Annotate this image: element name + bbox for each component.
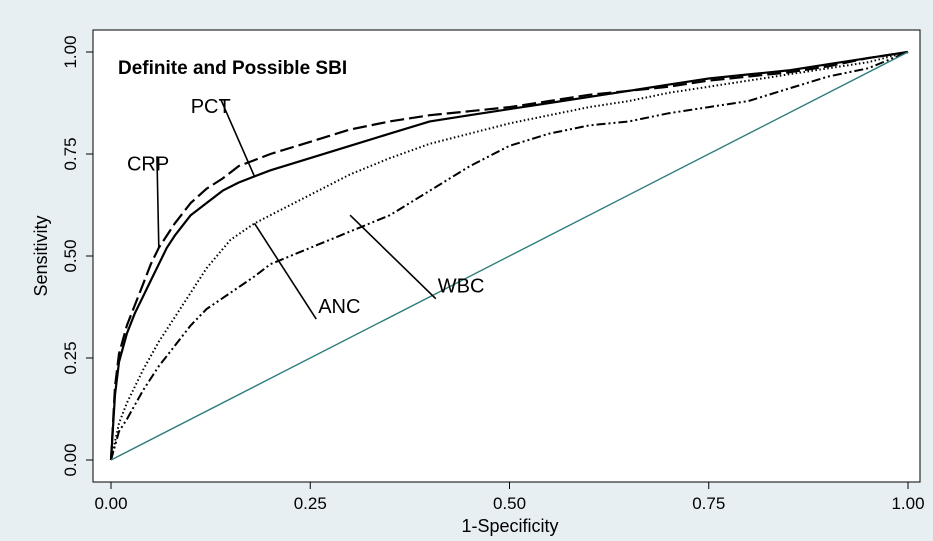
x-tick-label: 0.00 (94, 494, 127, 513)
annotation-label-pct: PCT (191, 96, 231, 118)
y-axis: 0.00 0.25 0.50 0.75 1.00 (61, 35, 94, 477)
x-axis-label: 1-Specificity (461, 516, 558, 536)
annotation-label-wbc: WBC (438, 276, 485, 298)
annotation-pointer-anc (253, 222, 317, 320)
x-tick-label: 1.00 (891, 494, 924, 513)
y-tick-label: 0.25 (61, 341, 80, 374)
annotation-pointer-wbc (349, 214, 437, 300)
y-tick-label: 0.50 (61, 239, 80, 272)
annotation-pointer-crp (156, 156, 160, 248)
y-tick-label: 0.75 (61, 137, 80, 170)
x-tick-label: 0.75 (692, 494, 725, 513)
roc-line-crp (109, 50, 909, 461)
annotation-label-crp: CRP (127, 153, 169, 175)
annotation-layer: CRP PCT ANC WBC (127, 96, 485, 320)
series-layer (109, 50, 909, 461)
y-tick-label: 0.00 (61, 443, 80, 476)
y-tick-label: 1.00 (61, 35, 80, 68)
annotation-label-anc: ANC (318, 296, 360, 318)
chart-title: Definite and Possible SBI (118, 58, 347, 79)
roc-line-wbc (110, 51, 909, 461)
x-axis: 0.00 0.25 0.50 0.75 1.00 (94, 481, 925, 513)
x-tick-label: 0.50 (493, 494, 526, 513)
x-tick-label: 0.25 (294, 494, 327, 513)
roc-line-anc (110, 51, 909, 461)
roc-line-pct (109, 50, 909, 461)
y-axis-label: Sensitivity (31, 215, 51, 296)
reference-diagonal-line (110, 51, 909, 461)
annotation-pointer-pct (219, 98, 256, 177)
plot-area (92, 29, 921, 483)
